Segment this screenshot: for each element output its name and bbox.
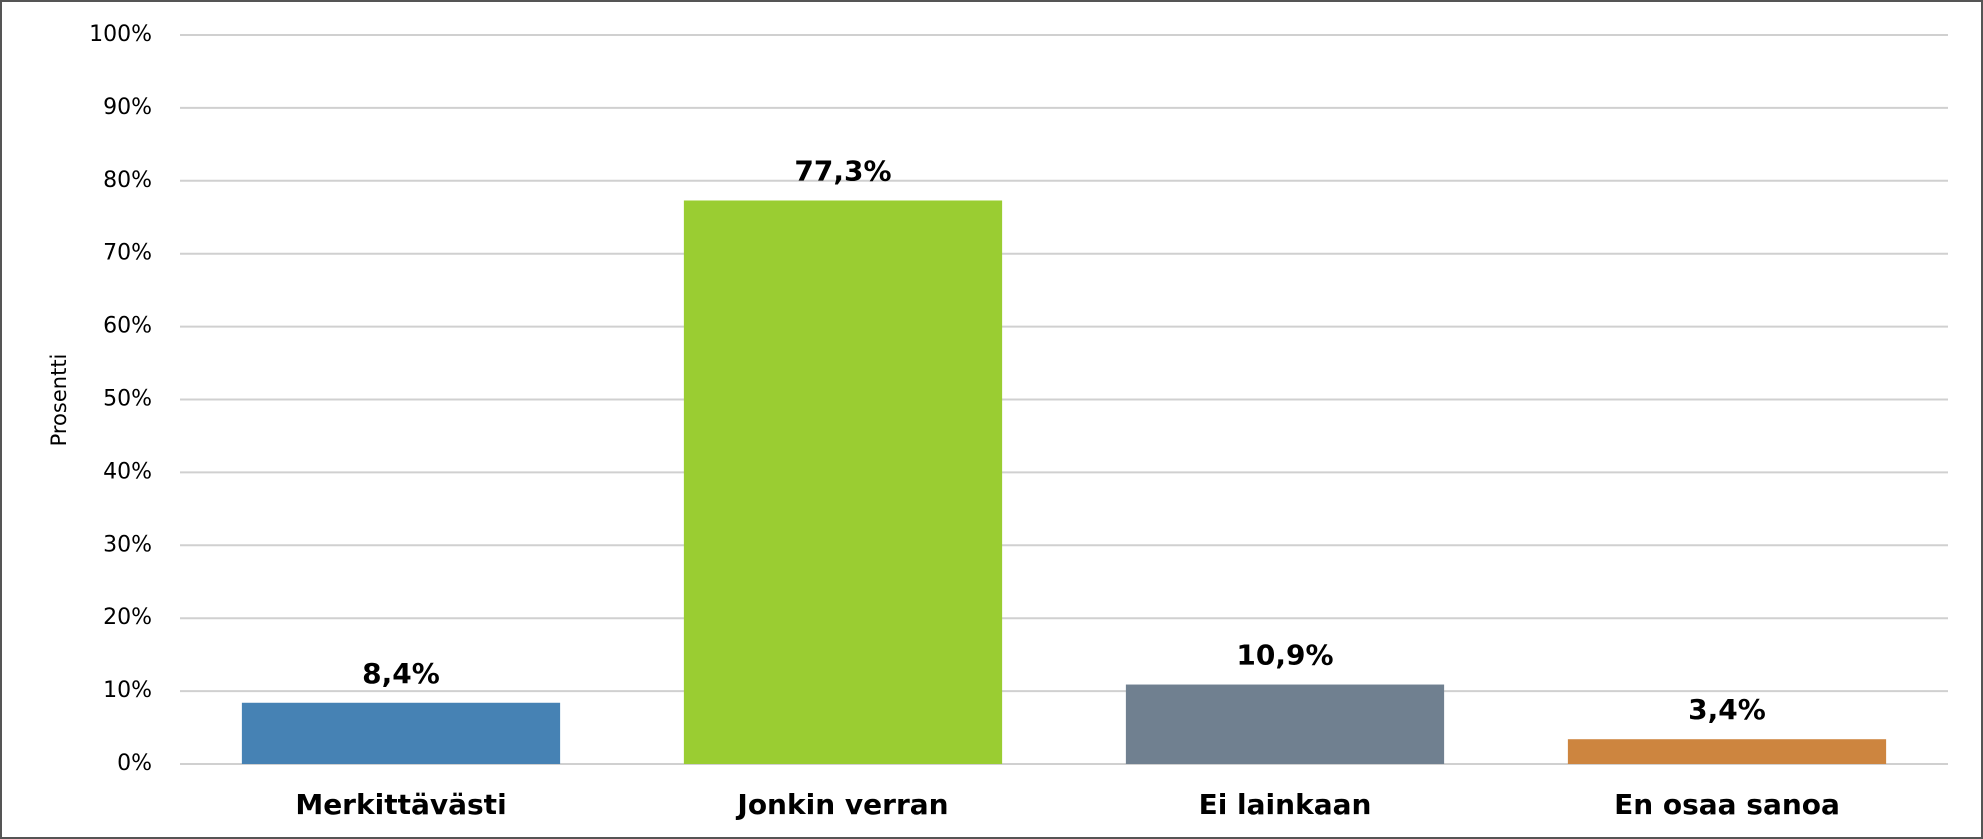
bar <box>1567 739 1887 764</box>
data-label: 77,3% <box>794 154 891 187</box>
y-tick-label: 0% <box>117 751 152 776</box>
data-label: 3,4% <box>1688 693 1766 726</box>
x-tick-label: Jonkin verran <box>735 788 948 821</box>
y-tick-label: 100% <box>89 22 152 47</box>
data-label: 10,9% <box>1236 639 1333 672</box>
bar <box>1125 684 1445 764</box>
data-label: 8,4% <box>362 657 440 690</box>
y-tick-label: 50% <box>103 387 152 412</box>
y-tick-label: 60% <box>103 314 152 339</box>
y-tick-label: 90% <box>103 95 152 120</box>
y-tick-label: 30% <box>103 532 152 557</box>
y-tick-label: 70% <box>103 241 152 266</box>
y-tick-label: 40% <box>103 459 152 484</box>
x-tick-label: Merkittävästi <box>295 788 506 821</box>
bar <box>683 200 1003 764</box>
y-axis-label: Prosentti <box>47 354 71 447</box>
x-tick-label: En osaa sanoa <box>1614 788 1840 821</box>
bar <box>241 702 561 764</box>
x-tick-label: Ei lainkaan <box>1199 788 1372 821</box>
y-tick-label: 10% <box>103 678 152 703</box>
y-tick-label: 80% <box>103 168 152 193</box>
y-tick-label: 20% <box>103 605 152 630</box>
